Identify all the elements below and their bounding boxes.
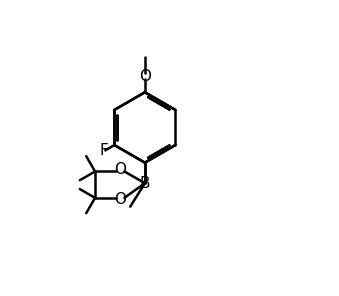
Text: O: O [139, 69, 151, 84]
Text: O: O [114, 192, 126, 207]
Text: B: B [140, 176, 150, 191]
Text: O: O [114, 163, 126, 178]
Text: F: F [100, 144, 108, 158]
